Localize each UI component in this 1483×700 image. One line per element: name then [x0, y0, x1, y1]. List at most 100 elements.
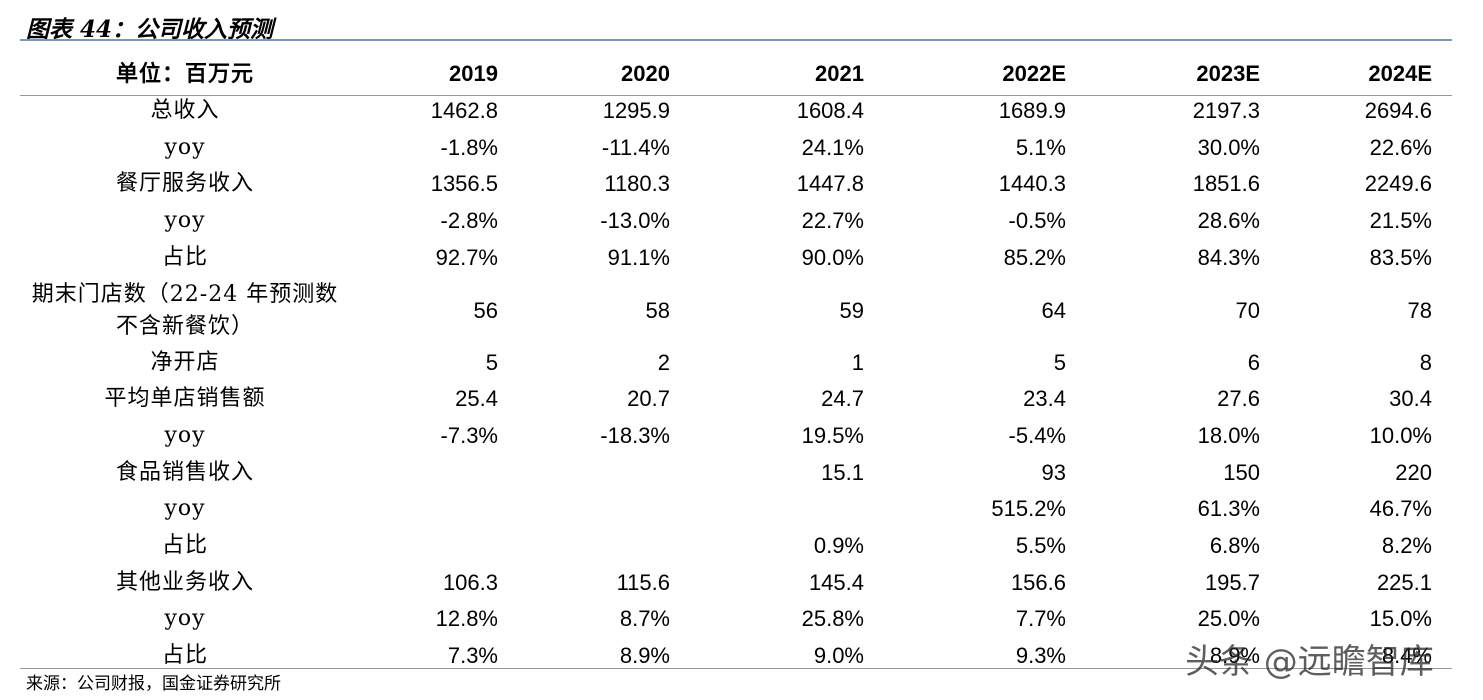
- cell: 2249.6: [1364, 171, 1432, 197]
- cell: 1295.9: [602, 98, 670, 123]
- cell: 1356.5: [430, 171, 498, 197]
- cell: 85.2%: [1003, 244, 1066, 270]
- cell: 7.7%: [1015, 606, 1066, 632]
- cell: -18.3%: [600, 422, 670, 448]
- cell: 7.3%: [447, 643, 498, 669]
- header-rule: [20, 95, 1452, 96]
- row-label: 净开店: [150, 349, 220, 375]
- cell: 8.9%: [1209, 643, 1260, 669]
- footer-rule: [20, 668, 1452, 669]
- cell: 10.0%: [1369, 422, 1432, 448]
- cell: 93: [1041, 459, 1066, 485]
- cell: -0.5%: [1008, 208, 1066, 234]
- cell: 1: [851, 349, 864, 375]
- row-label: 期末门店数（22-24 年预测数不含新餐饮）: [31, 281, 339, 339]
- cell: 70: [1235, 297, 1260, 323]
- cell: 150: [1223, 459, 1260, 485]
- header-cell: 2021: [815, 61, 864, 86]
- cell: 9.0%: [813, 643, 864, 669]
- cell: 56: [473, 297, 498, 323]
- cell: 83.5%: [1369, 244, 1432, 270]
- cell: 1180.3: [604, 171, 670, 197]
- cell: 24.1%: [801, 134, 864, 160]
- cell: 61.3%: [1197, 496, 1260, 522]
- cell: 115.6: [616, 569, 670, 595]
- cell: 145.4: [808, 569, 864, 595]
- row-label: yoy: [164, 208, 206, 234]
- cell: 30.0%: [1197, 134, 1260, 160]
- cell: 1851.6: [1192, 171, 1260, 197]
- cell: 22.7%: [801, 208, 864, 234]
- cell: 92.7%: [435, 244, 498, 270]
- cell: 20.7: [627, 386, 670, 412]
- cell: 25.4: [455, 386, 498, 412]
- cell: 2197.3: [1192, 98, 1260, 123]
- cell: 78: [1407, 297, 1432, 323]
- cell: 23.4: [1023, 386, 1066, 412]
- cell: -5.4%: [1008, 422, 1066, 448]
- cell: 59: [839, 297, 864, 323]
- cell: 15.0%: [1369, 606, 1432, 632]
- cell: 2694.6: [1364, 98, 1432, 123]
- cell: 5: [1053, 349, 1066, 375]
- cell: 195.7: [1204, 569, 1260, 595]
- cell: 90.0%: [801, 244, 864, 270]
- cell: 515.2%: [991, 496, 1066, 522]
- cell: 8.7%: [619, 606, 670, 632]
- cell: 5: [485, 349, 498, 375]
- cell: 91.1%: [607, 244, 670, 270]
- row-label: yoy: [164, 496, 206, 522]
- cell: 1462.8: [430, 98, 498, 123]
- cell: 22.6%: [1369, 134, 1432, 160]
- cell: 8: [1419, 349, 1432, 375]
- cell: 27.6: [1217, 386, 1260, 412]
- cell: 8.4%: [1381, 643, 1432, 669]
- row-label: 占比: [161, 533, 208, 558]
- cell: 5.1%: [1015, 134, 1066, 160]
- cell: 18.0%: [1197, 422, 1260, 448]
- row-label: 平均单店销售额: [104, 386, 266, 412]
- cell: 1447.8: [796, 171, 864, 197]
- cell: 9.3%: [1015, 643, 1066, 669]
- header-label: 单位：百万元: [115, 61, 254, 87]
- cell: 25.8%: [801, 606, 864, 632]
- cell: 8.2%: [1381, 533, 1432, 558]
- cell: 24.7: [821, 386, 864, 412]
- header-cell: 2020: [621, 61, 670, 86]
- cell: -7.3%: [440, 422, 498, 448]
- cell: 6: [1247, 349, 1260, 375]
- header-cell: 2024E: [1368, 61, 1432, 86]
- title: 图表 44：公司收入预测: [26, 16, 274, 43]
- cell: 30.4: [1389, 386, 1432, 412]
- cell: 2: [657, 349, 670, 375]
- cell: 1608.4: [796, 98, 864, 123]
- title-rule: [20, 39, 1452, 41]
- row-label: yoy: [164, 422, 206, 448]
- cell: 12.8%: [435, 606, 498, 632]
- cell: -13.0%: [600, 208, 670, 234]
- cell: 8.9%: [619, 643, 670, 669]
- row-label: 餐厅服务收入: [115, 171, 254, 197]
- cell: 21.5%: [1369, 208, 1432, 234]
- cell: 156.6: [1010, 569, 1066, 595]
- watermark: 头条 @远瞻智库: [1185, 642, 1434, 682]
- cell: -11.4%: [601, 134, 670, 160]
- cell: 106.3: [442, 569, 498, 595]
- cell: 25.0%: [1197, 606, 1260, 632]
- cell: 64: [1041, 297, 1066, 323]
- cell: 84.3%: [1197, 244, 1260, 270]
- cell: 220: [1395, 459, 1432, 485]
- row-label: yoy: [164, 606, 206, 632]
- source: 来源：公司财报，国金证券研究所: [26, 674, 281, 694]
- row-label: 食品销售收入: [115, 459, 254, 485]
- cell: 1689.9: [998, 98, 1066, 123]
- row-label: 其他业务收入: [115, 569, 254, 595]
- cell: 6.8%: [1209, 533, 1260, 558]
- row-label: 总收入: [150, 98, 220, 123]
- row-label: 占比: [161, 643, 208, 669]
- cell: 1440.3: [998, 171, 1066, 197]
- cell: 15.1: [821, 459, 864, 485]
- cell: 225.1: [1376, 569, 1432, 595]
- cell: -2.8%: [440, 208, 498, 234]
